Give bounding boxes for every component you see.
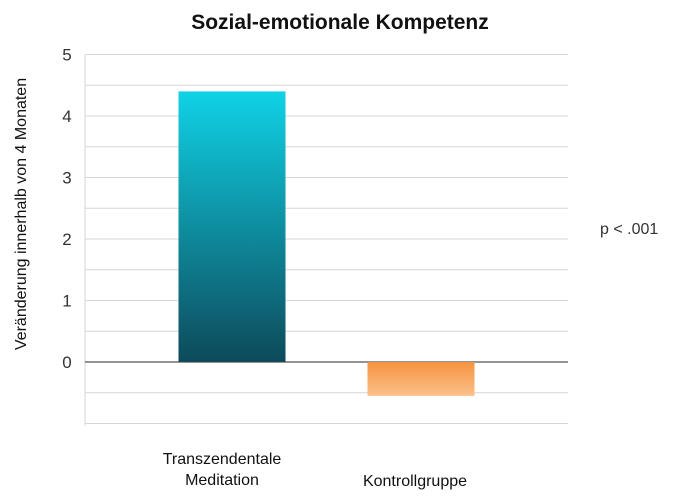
- y-tick-label: 5: [62, 46, 71, 65]
- y-tick-label: 3: [62, 169, 71, 188]
- bar-1: [178, 91, 286, 363]
- y-tick-label: 0: [62, 353, 71, 372]
- y-tick-label: 1: [62, 292, 71, 311]
- x-category-label: Kontrollgruppe: [363, 473, 467, 490]
- bar-2: [367, 362, 475, 396]
- x-category-label: Transzendentale Meditation: [163, 451, 282, 489]
- y-tick-label: 4: [62, 107, 71, 126]
- y-tick-labels: 0 1 2 3 4 5: [62, 46, 71, 373]
- x-category-labels: Transzendentale Meditation Kontrollgruppe: [163, 451, 467, 490]
- bars: [178, 91, 475, 396]
- significance-annotation: p < .001: [600, 221, 658, 238]
- chart-title: Sozial-emotionale Kompetenz: [191, 11, 489, 34]
- gridlines: [84, 54, 568, 426]
- y-tick-label: 2: [62, 230, 71, 249]
- y-axis-label: Veränderung innerhalb von 4 Monaten: [13, 78, 30, 350]
